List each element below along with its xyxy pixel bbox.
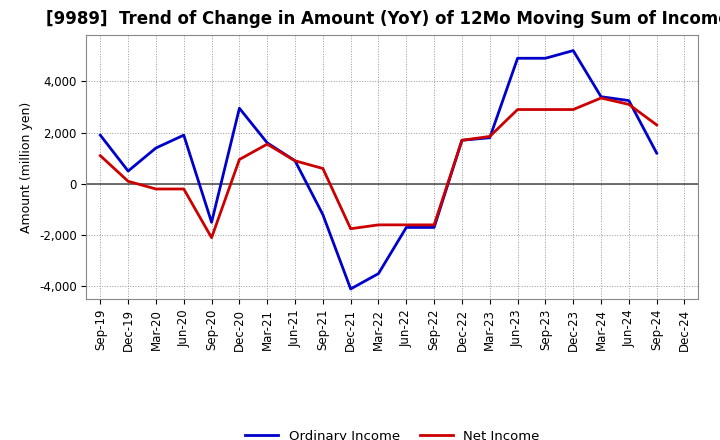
Ordinary Income	[652, 150, 661, 156]
Net Income	[402, 222, 410, 227]
Net Income	[346, 226, 355, 231]
Ordinary Income	[597, 94, 606, 99]
Ordinary Income	[485, 135, 494, 140]
Title: [9989]  Trend of Change in Amount (YoY) of 12Mo Moving Sum of Incomes: [9989] Trend of Change in Amount (YoY) o…	[45, 10, 720, 28]
Net Income	[458, 138, 467, 143]
Line: Ordinary Income: Ordinary Income	[100, 51, 657, 289]
Net Income	[263, 142, 271, 147]
Net Income	[541, 107, 550, 112]
Net Income	[374, 222, 383, 227]
Ordinary Income	[207, 220, 216, 225]
Ordinary Income	[96, 132, 104, 138]
Ordinary Income	[513, 55, 522, 61]
Net Income	[597, 95, 606, 101]
Ordinary Income	[179, 132, 188, 138]
Ordinary Income	[318, 212, 327, 217]
Ordinary Income	[569, 48, 577, 53]
Net Income	[235, 157, 243, 162]
Ordinary Income	[624, 98, 633, 103]
Ordinary Income	[402, 225, 410, 230]
Ordinary Income	[235, 106, 243, 111]
Ordinary Income	[458, 138, 467, 143]
Net Income	[624, 102, 633, 107]
Line: Net Income: Net Income	[100, 98, 657, 238]
Net Income	[485, 134, 494, 139]
Net Income	[179, 187, 188, 192]
Ordinary Income	[152, 145, 161, 150]
Legend: Ordinary Income, Net Income: Ordinary Income, Net Income	[240, 425, 545, 440]
Net Income	[96, 153, 104, 158]
Net Income	[652, 122, 661, 128]
Net Income	[569, 107, 577, 112]
Ordinary Income	[541, 55, 550, 61]
Ordinary Income	[124, 169, 132, 174]
Net Income	[124, 179, 132, 184]
Y-axis label: Amount (million yen): Amount (million yen)	[20, 102, 33, 233]
Ordinary Income	[291, 158, 300, 163]
Net Income	[152, 187, 161, 192]
Ordinary Income	[430, 225, 438, 230]
Net Income	[513, 107, 522, 112]
Ordinary Income	[374, 271, 383, 276]
Net Income	[207, 235, 216, 240]
Net Income	[291, 158, 300, 163]
Ordinary Income	[263, 140, 271, 146]
Net Income	[318, 166, 327, 171]
Net Income	[430, 222, 438, 227]
Ordinary Income	[346, 286, 355, 292]
